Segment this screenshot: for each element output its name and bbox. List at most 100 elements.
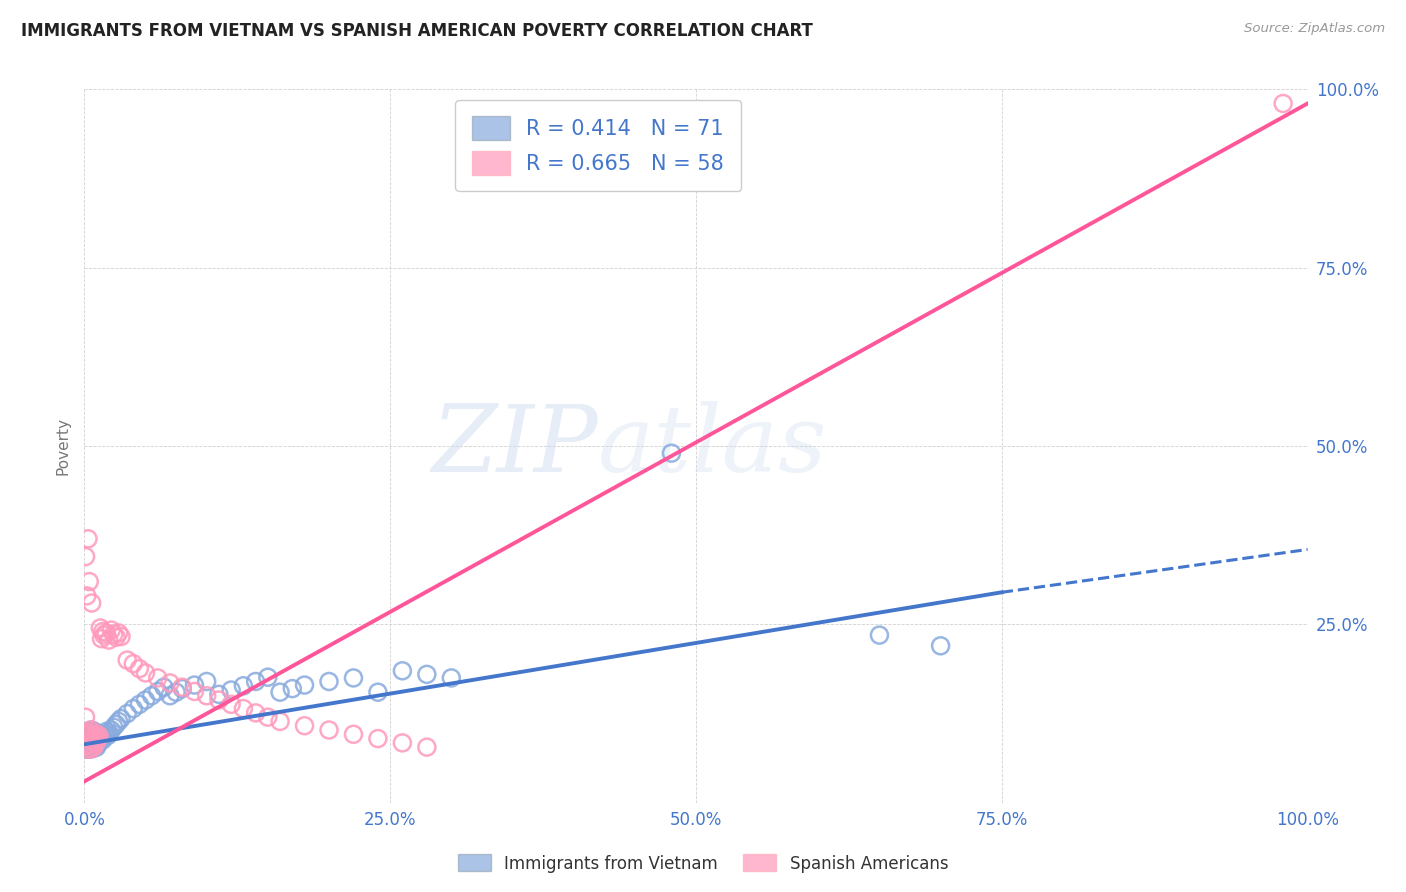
Point	[80, 737, 103, 751]
Point	[141, 689, 163, 703]
Point	[153, 680, 176, 694]
Point	[77, 532, 100, 546]
Point	[165, 685, 187, 699]
Point	[83, 731, 105, 746]
Point	[96, 626, 118, 640]
Point	[208, 693, 231, 707]
Point	[82, 728, 104, 742]
Point	[94, 727, 117, 741]
Point	[96, 724, 118, 739]
Point	[110, 630, 132, 644]
Point	[86, 740, 108, 755]
Point	[183, 684, 205, 698]
Point	[79, 740, 101, 755]
Point	[416, 740, 439, 755]
Point	[122, 657, 145, 671]
Point	[86, 734, 108, 748]
Point	[1272, 96, 1295, 111]
Point	[84, 737, 107, 751]
Point	[91, 733, 114, 747]
Point	[100, 723, 122, 737]
Point	[90, 729, 112, 743]
Point	[80, 730, 103, 744]
Point	[76, 589, 98, 603]
Point	[87, 730, 110, 744]
Point	[391, 736, 413, 750]
Text: ZIP: ZIP	[432, 401, 598, 491]
Point	[90, 632, 112, 646]
Point	[79, 733, 101, 747]
Text: Source: ZipAtlas.com: Source: ZipAtlas.com	[1244, 22, 1385, 36]
Point	[269, 714, 291, 729]
Point	[115, 653, 138, 667]
Point	[79, 723, 101, 737]
Point	[77, 742, 100, 756]
Point	[77, 724, 100, 739]
Point	[77, 726, 100, 740]
Point	[219, 698, 242, 712]
Text: atlas: atlas	[598, 401, 828, 491]
Legend: R = 0.414   N = 71, R = 0.665   N = 58: R = 0.414 N = 71, R = 0.665 N = 58	[456, 100, 741, 192]
Point	[391, 664, 413, 678]
Point	[82, 735, 104, 749]
Point	[97, 726, 120, 740]
Point	[83, 732, 105, 747]
Point	[77, 742, 100, 756]
Point	[93, 628, 115, 642]
Point	[84, 736, 107, 750]
Point	[87, 737, 110, 751]
Point	[86, 733, 108, 747]
Point	[82, 741, 104, 756]
Point	[105, 630, 128, 644]
Point	[83, 739, 105, 753]
Point	[245, 674, 267, 689]
Point	[83, 739, 105, 754]
Point	[76, 742, 98, 756]
Point	[87, 734, 110, 748]
Point	[115, 706, 138, 721]
Point	[146, 684, 169, 698]
Point	[367, 731, 389, 746]
Point	[75, 710, 97, 724]
Point	[159, 689, 181, 703]
Point	[89, 621, 111, 635]
Point	[84, 729, 107, 743]
Point	[80, 596, 103, 610]
Point	[93, 730, 115, 744]
Point	[77, 728, 100, 742]
Point	[416, 667, 439, 681]
Point	[281, 681, 304, 696]
Point	[87, 731, 110, 746]
Point	[107, 714, 129, 729]
Point	[342, 671, 364, 685]
Point	[91, 624, 114, 639]
Point	[105, 717, 128, 731]
Point	[77, 730, 100, 744]
Point	[82, 734, 104, 748]
Point	[245, 706, 267, 720]
Point	[318, 723, 340, 737]
Point	[208, 687, 231, 701]
Point	[76, 739, 98, 753]
Point	[128, 662, 150, 676]
Point	[97, 729, 120, 743]
Point	[183, 678, 205, 692]
Point	[79, 726, 101, 740]
Point	[869, 628, 891, 642]
Point	[294, 678, 316, 692]
Point	[219, 683, 242, 698]
Legend: Immigrants from Vietnam, Spanish Americans: Immigrants from Vietnam, Spanish America…	[451, 847, 955, 880]
Point	[103, 627, 125, 641]
Text: IMMIGRANTS FROM VIETNAM VS SPANISH AMERICAN POVERTY CORRELATION CHART: IMMIGRANTS FROM VIETNAM VS SPANISH AMERI…	[21, 22, 813, 40]
Point	[661, 446, 683, 460]
Point	[77, 739, 100, 753]
Point	[75, 735, 97, 749]
Point	[929, 639, 952, 653]
Point	[77, 731, 100, 746]
Point	[195, 674, 218, 689]
Point	[97, 633, 120, 648]
Point	[195, 689, 218, 703]
Point	[257, 710, 280, 724]
Point	[269, 685, 291, 699]
Point	[257, 670, 280, 684]
